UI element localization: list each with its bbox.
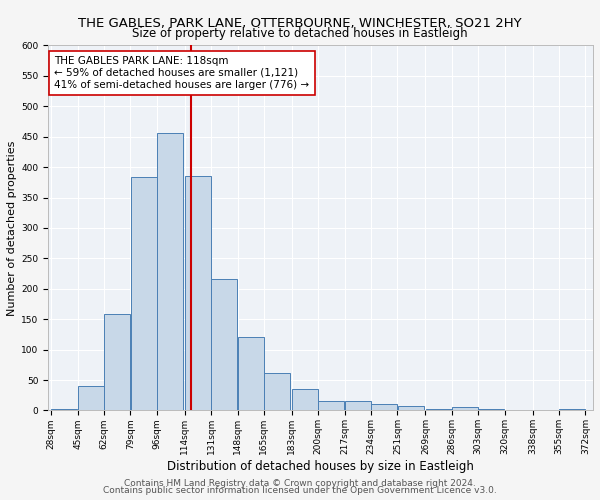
- Text: Contains public sector information licensed under the Open Government Licence v3: Contains public sector information licen…: [103, 486, 497, 495]
- Bar: [425, 408, 452, 410]
- Bar: [238, 338, 263, 410]
- X-axis label: Distribution of detached houses by size in Eastleigh: Distribution of detached houses by size …: [167, 460, 474, 473]
- Bar: [185, 176, 211, 410]
- Bar: [292, 389, 318, 410]
- Bar: [371, 404, 397, 410]
- Bar: [398, 406, 424, 410]
- Bar: [264, 374, 290, 410]
- Text: THE GABLES PARK LANE: 118sqm
← 59% of detached houses are smaller (1,121)
41% of: THE GABLES PARK LANE: 118sqm ← 59% of de…: [54, 56, 310, 90]
- Bar: [157, 133, 183, 410]
- Bar: [345, 402, 371, 410]
- Text: Contains HM Land Registry data © Crown copyright and database right 2024.: Contains HM Land Registry data © Crown c…: [124, 478, 476, 488]
- Bar: [104, 314, 130, 410]
- Bar: [78, 386, 104, 410]
- Text: Size of property relative to detached houses in Eastleigh: Size of property relative to detached ho…: [132, 28, 468, 40]
- Text: THE GABLES, PARK LANE, OTTERBOURNE, WINCHESTER, SO21 2HY: THE GABLES, PARK LANE, OTTERBOURNE, WINC…: [78, 18, 522, 30]
- Bar: [131, 178, 157, 410]
- Y-axis label: Number of detached properties: Number of detached properties: [7, 140, 17, 316]
- Bar: [452, 408, 478, 410]
- Bar: [319, 402, 344, 410]
- Bar: [211, 279, 237, 410]
